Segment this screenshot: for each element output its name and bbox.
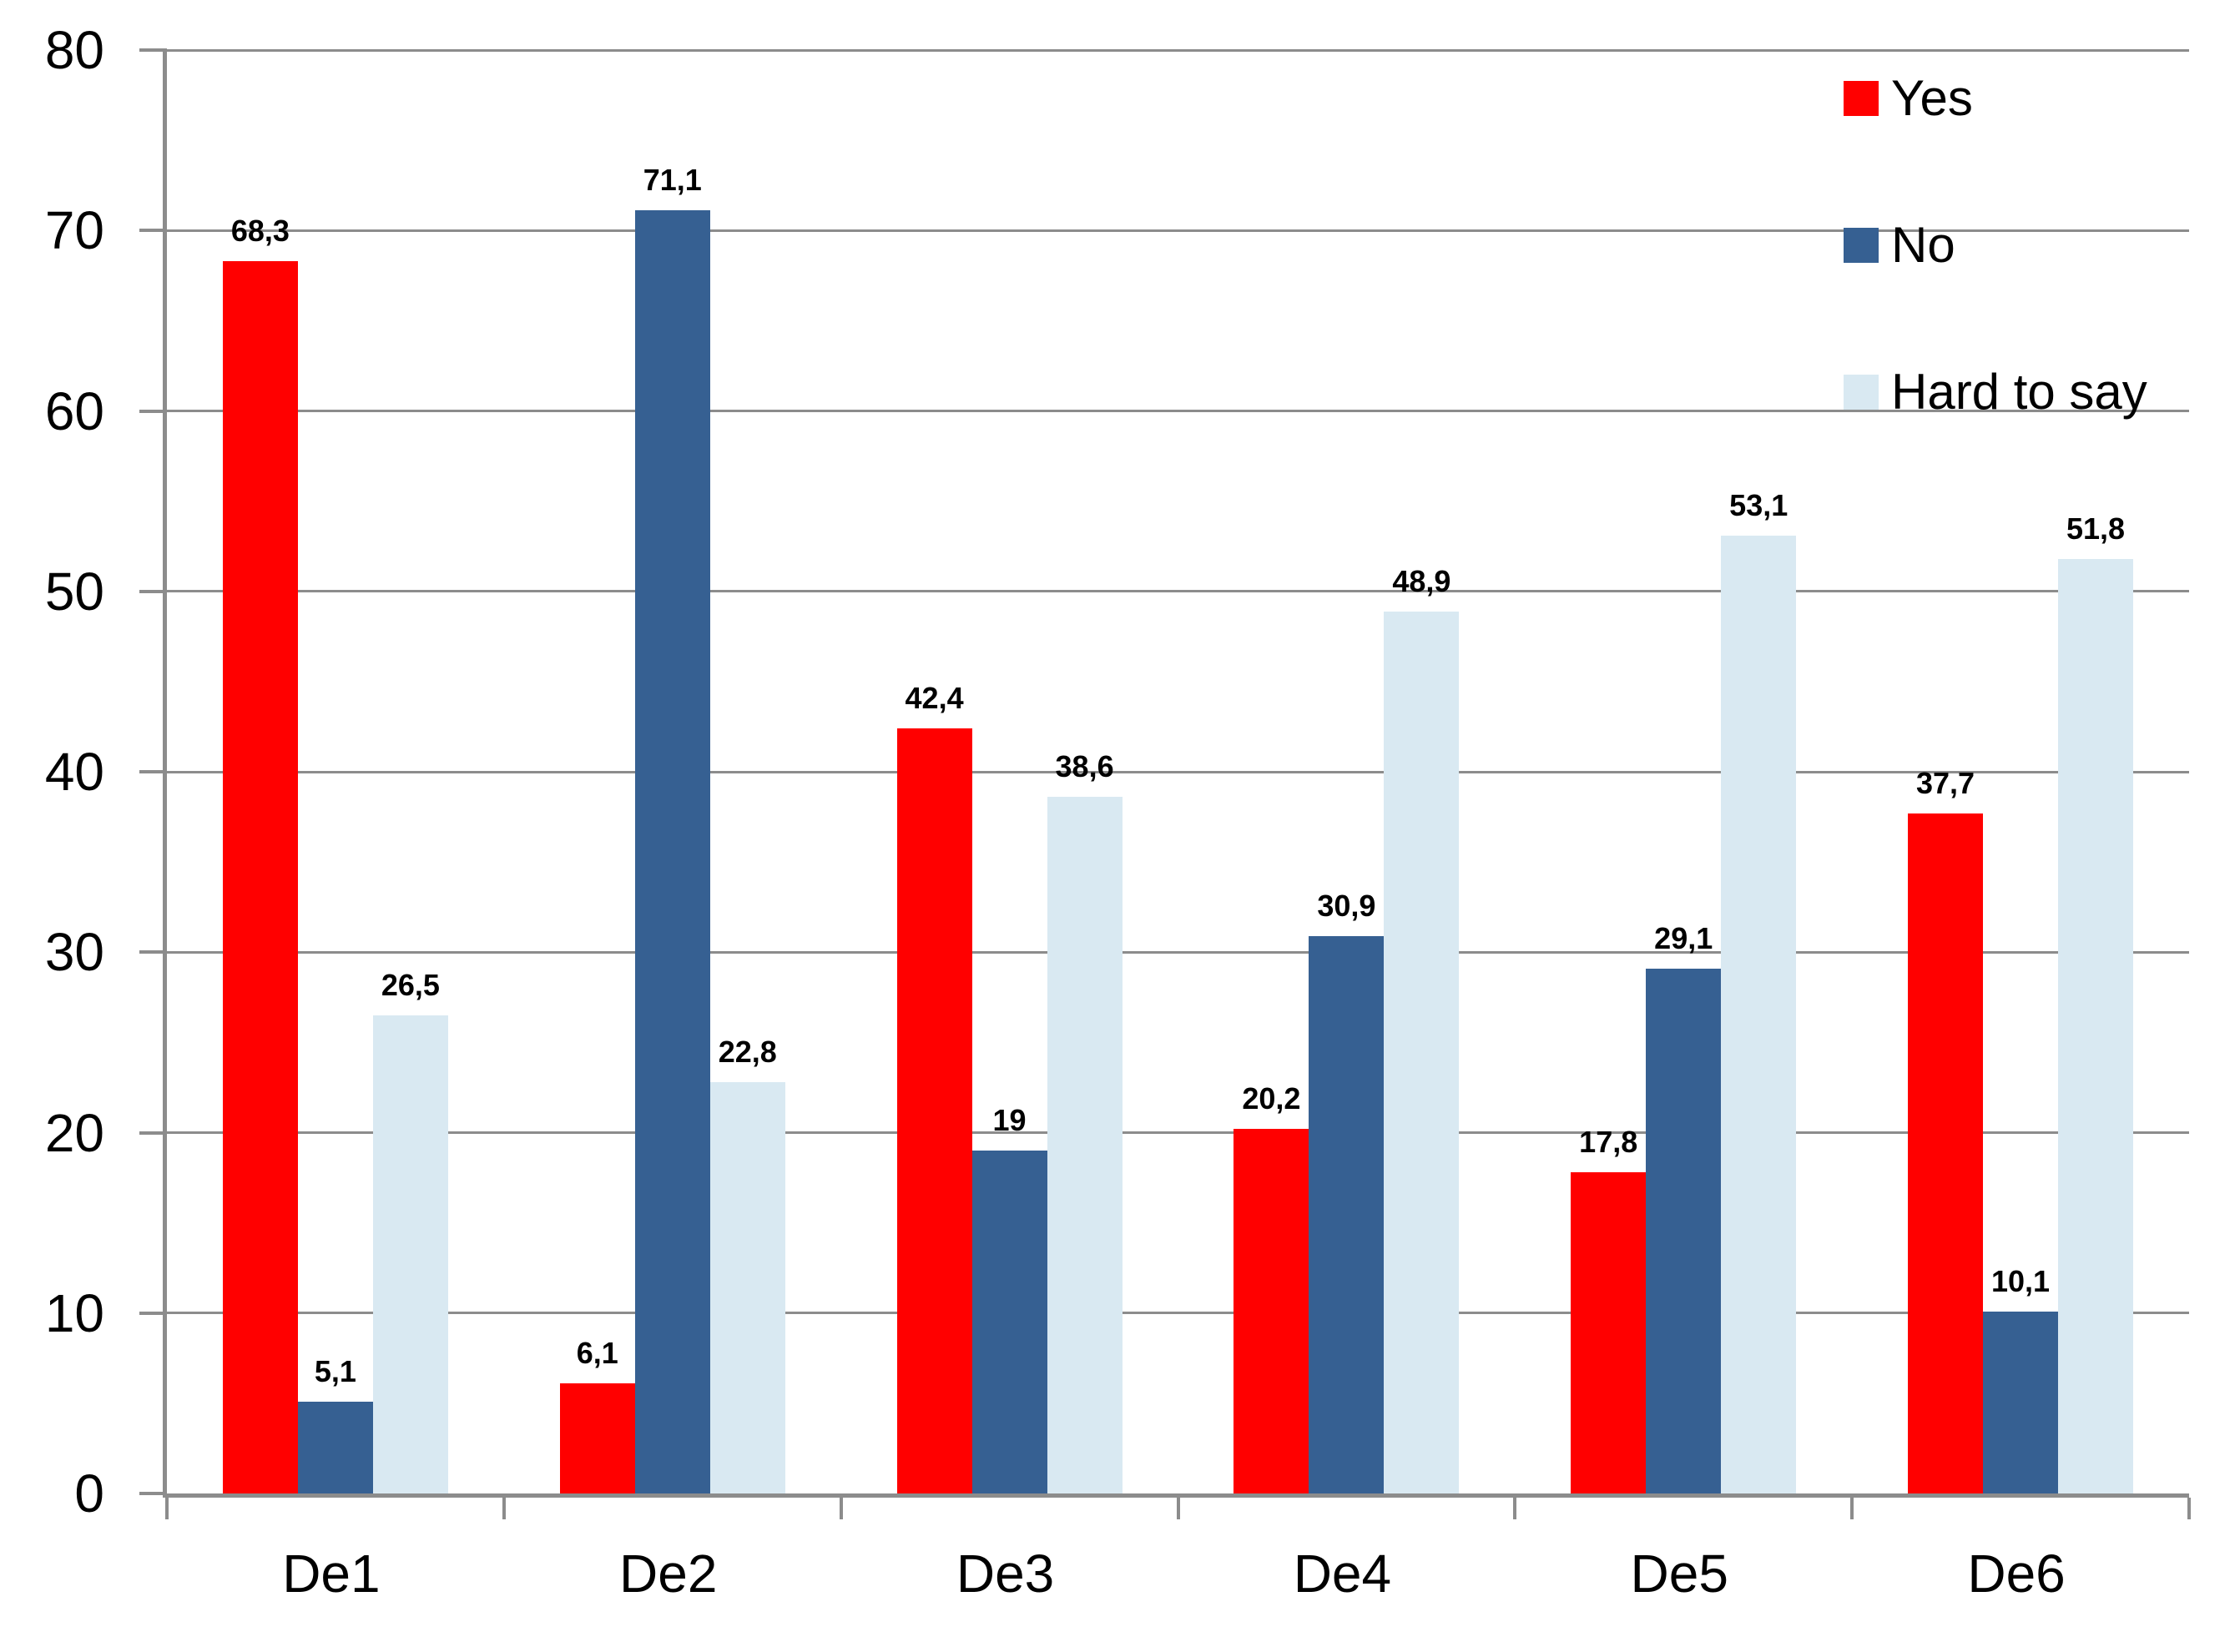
x-category-label: De5 [1630,1544,1728,1604]
y-tick-label: 70 [44,200,104,261]
bar-yes-De4: 20,2 [1234,1081,1309,1493]
bar-no-De5: 29,1 [1646,921,1722,1493]
y-axis-labels: 0 10 20 30 40 50 60 70 80 [0,23,104,1520]
gridline [167,48,2189,52]
legend-item-no: No [1844,215,2147,275]
bar-value-label: 68,3 [230,214,290,249]
y-tick-label: 10 [44,1282,104,1343]
gridline [167,590,2189,593]
x-category-label: De2 [619,1544,718,1604]
x-axis-labels: De1 De2 De3 De4 De5 De6 [163,1542,2185,1617]
bar-no-De4: 30,9 [1309,889,1385,1493]
plot-area: 68,3 5,1 26,5 6,1 71,1 22,8 42,4 19 38,6 20,2 30,9… [139,48,2191,1519]
y-tick-mark [139,770,167,773]
y-tick-label: 30 [44,922,104,983]
y-tick-label: 20 [44,1102,104,1163]
bar-hard-to-say-De5: 53,1 [1721,488,1797,1493]
bar-value-label: 17,8 [1579,1125,1638,1160]
x-tick-mark [839,1498,843,1519]
x-category-label: De4 [1293,1544,1392,1604]
bar-value-label: 53,1 [1729,487,1788,522]
bar-value-label: 26,5 [381,967,440,1002]
legend-label: No [1891,217,1955,273]
gridline [167,950,2189,954]
x-tick-mark [1176,1498,1180,1519]
y-tick-mark [139,1311,167,1315]
bar-hard-to-say-De3: 38,6 [1047,749,1123,1493]
bar-value-label: 20,2 [1242,1081,1301,1116]
bar-value-label: 51,8 [2066,511,2126,546]
bar-value-label: 10,1 [1991,1263,2051,1298]
bar-value-label: 48,9 [1392,563,1451,598]
y-tick-label: 50 [44,561,104,622]
bar-group-De4: 20,2 30,9 48,9 [1178,50,1515,1493]
y-tick-mark [139,950,167,954]
gridline [167,1131,2189,1134]
x-category-label: De6 [1967,1544,2066,1604]
bar-value-label: 30,9 [1317,888,1376,923]
legend-swatch-no [1844,228,1879,263]
legend-swatch-hard-to-say [1844,375,1879,410]
y-tick-mark [139,229,167,233]
bar-no-De6: 10,1 [1983,1264,2059,1493]
y-tick-mark [139,589,167,593]
bar-groups: 68,3 5,1 26,5 6,1 71,1 22,8 42,4 19 38,6 20,2 30,9… [167,50,2189,1493]
gridline [167,1312,2189,1315]
y-tick-mark [139,409,167,413]
bar-value-label: 42,4 [905,681,964,716]
y-tick-mark [139,1131,167,1135]
bar-group-De3: 42,4 19 38,6 [841,50,1178,1493]
x-category-label: De3 [956,1544,1055,1604]
x-tick-mark [502,1498,506,1519]
bar-no-De2: 71,1 [634,163,710,1493]
bar-value-label: 37,7 [1916,765,1975,800]
y-tick-label: 40 [44,742,104,802]
bar-group-De1: 68,3 5,1 26,5 [167,50,504,1493]
bar-yes-De6: 37,7 [1908,766,1984,1493]
legend-item-hard-to-say: Hard to say [1844,362,2147,422]
bar-yes-De5: 17,8 [1571,1125,1647,1493]
bar-value-label: 19 [992,1103,1027,1138]
legend-item-yes: Yes [1844,68,2147,128]
legend-label: Yes [1891,70,1973,126]
bar-value-label: 6,1 [576,1336,618,1371]
bar-hard-to-say-De1: 26,5 [372,968,448,1493]
bar-hard-to-say-De2: 22,8 [709,1035,785,1493]
bar-value-label: 5,1 [314,1353,356,1388]
legend-swatch-yes [1844,81,1879,116]
bar-value-label: 71,1 [643,163,702,198]
gridline [167,229,2189,232]
bar-group-De5: 17,8 29,1 53,1 [1515,50,1852,1493]
bar-yes-De2: 6,1 [559,1336,635,1493]
legend: Yes No Hard to say [1844,68,2147,509]
y-tick-label: 80 [44,20,104,80]
bar-no-De3: 19 [971,1103,1047,1493]
bar-no-De1: 5,1 [297,1354,373,1493]
bar-value-label: 22,8 [718,1034,777,1069]
x-tick-mark [1513,1498,1517,1519]
bar-hard-to-say-De6: 51,8 [2058,511,2134,1493]
bar-yes-De1: 68,3 [222,214,298,1493]
y-tick-mark [139,1492,167,1495]
x-category-label: De1 [282,1544,381,1604]
bar-value-label: 29,1 [1654,920,1713,955]
legend-label: Hard to say [1891,364,2147,420]
bar-group-De2: 6,1 71,1 22,8 [504,50,841,1493]
y-tick-mark [139,48,167,52]
x-tick-mark [2187,1498,2191,1519]
gridline [167,410,2189,412]
y-tick-label: 60 [44,380,104,441]
y-tick-label: 0 [74,1463,104,1524]
gridline [167,770,2189,773]
x-tick-mark [165,1498,169,1519]
bar-yes-De3: 42,4 [896,681,972,1493]
x-tick-mark [1850,1498,1854,1519]
bar-group-De6: 37,7 10,1 51,8 [1852,50,2189,1493]
bar-hard-to-say-De4: 48,9 [1384,564,1460,1493]
bar-value-label: 38,6 [1055,749,1114,784]
